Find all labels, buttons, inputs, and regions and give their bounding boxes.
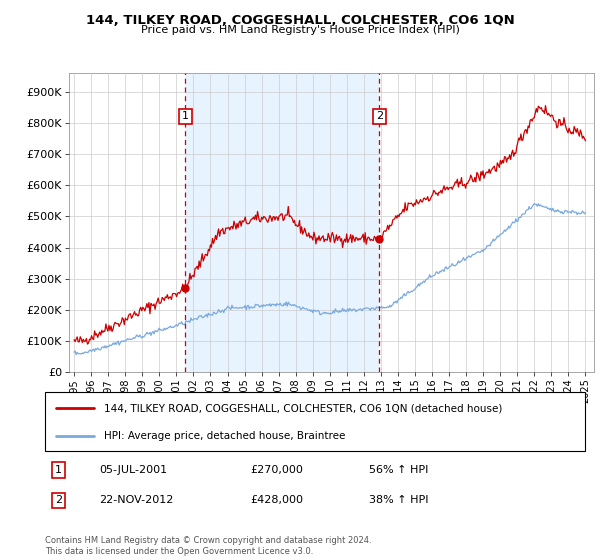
Text: £428,000: £428,000 <box>250 496 303 506</box>
Text: HPI: Average price, detached house, Braintree: HPI: Average price, detached house, Brai… <box>104 431 346 441</box>
Bar <box>185 73 379 372</box>
Text: Contains HM Land Registry data © Crown copyright and database right 2024.
This d: Contains HM Land Registry data © Crown c… <box>45 536 371 556</box>
Text: 56% ↑ HPI: 56% ↑ HPI <box>369 465 428 475</box>
Text: 2: 2 <box>376 111 383 122</box>
FancyBboxPatch shape <box>45 392 585 451</box>
Text: 22-NOV-2012: 22-NOV-2012 <box>99 496 173 506</box>
Text: Price paid vs. HM Land Registry's House Price Index (HPI): Price paid vs. HM Land Registry's House … <box>140 25 460 35</box>
Text: 05-JUL-2001: 05-JUL-2001 <box>99 465 167 475</box>
Text: 1: 1 <box>55 465 62 475</box>
Text: 144, TILKEY ROAD, COGGESHALL, COLCHESTER, CO6 1QN: 144, TILKEY ROAD, COGGESHALL, COLCHESTER… <box>86 14 514 27</box>
Text: 2: 2 <box>55 496 62 506</box>
Text: 38% ↑ HPI: 38% ↑ HPI <box>369 496 428 506</box>
Text: £270,000: £270,000 <box>250 465 303 475</box>
Text: 1: 1 <box>182 111 189 122</box>
Text: 144, TILKEY ROAD, COGGESHALL, COLCHESTER, CO6 1QN (detached house): 144, TILKEY ROAD, COGGESHALL, COLCHESTER… <box>104 403 503 413</box>
